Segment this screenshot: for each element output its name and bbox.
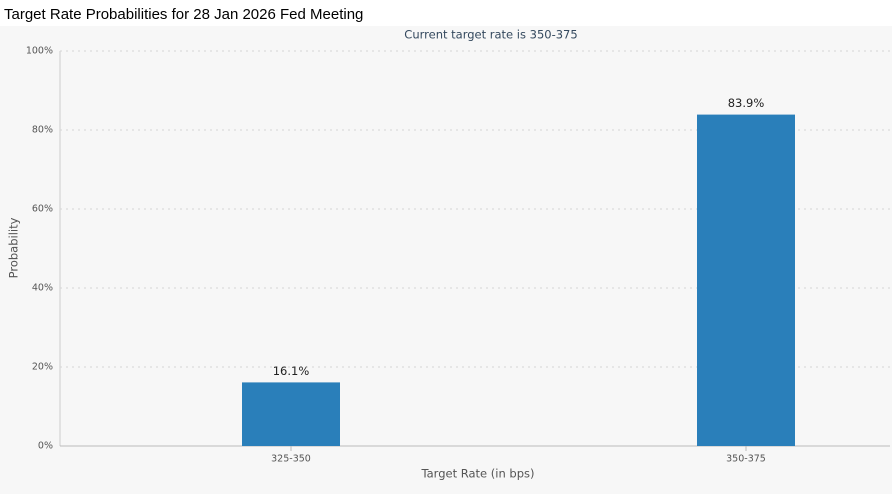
value-label: 83.9% [728,96,765,110]
x-tick-label: 350-375 [726,454,766,465]
bar [242,382,340,446]
y-axis-title: Probability [7,217,21,278]
y-tick-label: 80% [32,125,53,136]
y-tick-label: 0% [38,441,53,452]
page-title: Target Rate Probabilities for 28 Jan 202… [4,6,364,23]
chart-subtitle: Current target rate is 350-375 [404,28,577,42]
value-label: 16.1% [273,364,310,378]
x-tick-label: 325-350 [271,454,311,465]
bar [697,114,795,446]
y-tick-label: 100% [26,46,53,57]
y-tick-label: 40% [32,283,53,294]
y-tick-label: 20% [32,362,53,373]
y-tick-label: 60% [32,204,53,215]
x-axis-title: Target Rate (in bps) [421,467,535,481]
